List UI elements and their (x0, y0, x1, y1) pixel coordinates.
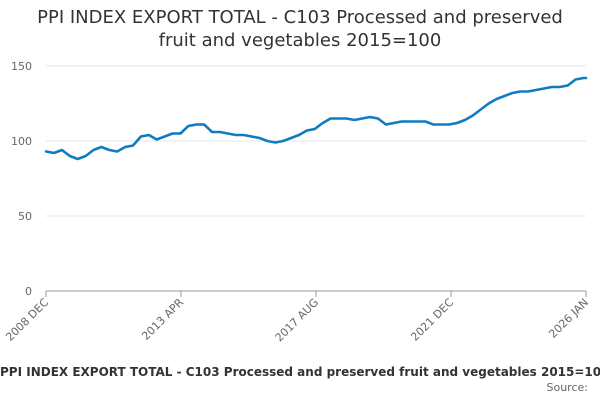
x-tick-label: 2013 APR (139, 296, 186, 343)
y-tick-label: 0 (25, 285, 32, 298)
chart-title: PPI INDEX EXPORT TOTAL - C103 Processed … (37, 7, 563, 51)
x-tick-label: 2017 AUG (273, 296, 322, 345)
series-line[interactable] (44, 76, 588, 161)
legend-label: PPI INDEX EXPORT TOTAL - C103 Processed … (0, 365, 600, 379)
legend: PPI INDEX EXPORT TOTAL - C103 Processed … (0, 365, 600, 379)
gridlines (46, 65, 586, 217)
x-ticks: 2008 DEC 2013 APR 2017 AUG 2021 DEC 2026 JAN (3, 291, 591, 344)
x-tick-label: 2008 DEC (3, 296, 51, 344)
x-tick-label: 2026 JAN (546, 296, 591, 341)
y-tick-label: 150 (11, 60, 32, 73)
x-tick-label: 2021 DEC (408, 296, 456, 344)
y-tick-label: 50 (18, 210, 32, 223)
source-label: Source: (546, 381, 589, 394)
y-tick-label: 100 (11, 135, 32, 148)
y-tick-labels: 0 50 100 150 (11, 60, 32, 298)
